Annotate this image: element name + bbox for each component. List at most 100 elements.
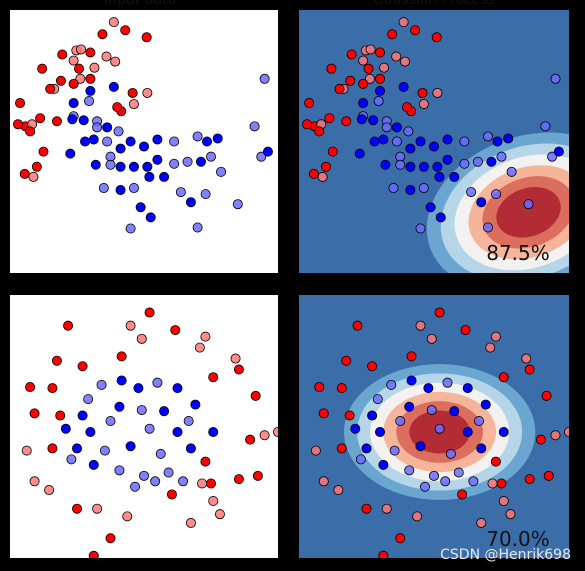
data-point-blue-train [115,143,126,154]
data-point-blue-train [115,185,126,196]
data-point-red-train [85,47,96,58]
data-point-blue-test [84,96,95,107]
data-point-red-train [252,470,263,481]
data-point-red-test [365,44,376,55]
data-point-red-train [457,489,468,500]
data-point-blue-test [232,199,243,210]
data-point-blue-test [496,151,507,162]
data-point-blue-test [386,379,397,390]
data-point-blue-test [200,189,211,200]
data-point-blue-test [136,405,147,416]
data-point-blue-test [130,481,141,492]
data-point-red-train [25,126,36,137]
data-point-blue-test [472,156,483,167]
data-point-red-train [15,98,26,109]
data-point-blue-train [480,399,491,410]
data-point-red-train [361,503,372,514]
data-point-red-train [346,49,357,60]
data-point-red-train [417,87,428,98]
data-point-red-train [200,456,211,467]
data-point-red-train [374,73,385,84]
data-point-red-test [125,320,136,331]
data-point-blue-test [66,454,77,465]
data-point-blue-test [445,448,456,459]
data-point-blue-train [391,122,402,133]
data-point-red-train [205,478,216,489]
data-point-blue-train [138,141,149,152]
data-point-red-train [68,78,79,89]
data-point-red-train [51,355,62,366]
data-point-blue-train [116,375,127,386]
data-point-blue-test [419,481,430,492]
data-point-blue-train [85,85,96,96]
data-point-blue-train [77,410,88,421]
data-point-blue-train [133,383,144,394]
data-point-blue-test [391,136,402,147]
data-point-red-train [208,372,219,383]
data-point-red-train [374,47,385,58]
data-point-red-test [75,73,86,84]
data-point-blue-train [354,148,365,159]
data-point-red-train [74,63,85,74]
data-point-blue-train [80,136,91,147]
data-point-red-test [564,426,569,437]
plot-area [10,10,278,273]
panel-moons-input [10,10,278,273]
data-point-red-test [498,496,509,507]
data-point-blue-train [492,136,503,147]
data-point-blue-test [523,199,534,210]
data-point-blue-train [486,156,497,167]
data-point-blue-test [468,476,479,487]
data-point-blue-train [369,136,380,147]
data-point-blue-test [163,467,174,478]
data-point-blue-test [540,121,551,132]
data-point-red-test [521,353,532,364]
data-point-red-test [399,56,410,67]
data-point-red-train [57,49,68,60]
data-point-blue-test [426,405,437,416]
data-point-blue-train [212,133,223,144]
data-point-red-train [535,434,546,445]
data-point-red-train [314,382,325,393]
data-point-blue-train [90,159,101,170]
data-point-blue-test [178,476,189,487]
data-point-red-train [37,63,48,74]
data-point-red-train [302,119,313,130]
data-point-red-train [434,307,445,318]
data-point-blue-train [428,141,439,152]
data-point-red-train [120,25,131,36]
data-point-blue-train [398,81,409,92]
data-point-blue-test [138,470,149,481]
data-point-blue-train [125,441,136,452]
data-point-blue-train [88,134,99,145]
decision-contours [426,132,569,273]
data-point-red-train [341,355,352,366]
data-point-red-train [378,550,389,558]
data-point-red-test [197,478,208,489]
data-point-red-train [541,390,552,401]
data-point-red-test [122,511,133,522]
data-point-red-test [318,476,329,487]
data-point-blue-test [418,183,429,194]
data-point-red-test [110,56,121,67]
data-point-blue-train [358,98,369,109]
data-point-red-test [310,445,321,456]
data-point-red-train [326,63,337,74]
data-point-blue-train [142,161,153,172]
data-point-red-train [233,474,244,485]
data-point-red-test [418,99,429,110]
data-point-blue-test [105,416,116,427]
data-point-blue-test [128,183,139,194]
data-point-blue-train [476,197,487,208]
data-point-blue-train [406,375,417,386]
data-point-red-train [116,351,127,362]
data-point-blue-train [425,202,436,213]
data-point-blue-train [145,212,156,223]
data-point-blue-test [482,131,493,142]
data-point-blue-test [355,454,366,465]
data-point-red-train [324,113,335,124]
data-point-red-train [524,364,535,375]
data-point-red-test [44,485,55,496]
data-point-red-train [327,146,338,157]
